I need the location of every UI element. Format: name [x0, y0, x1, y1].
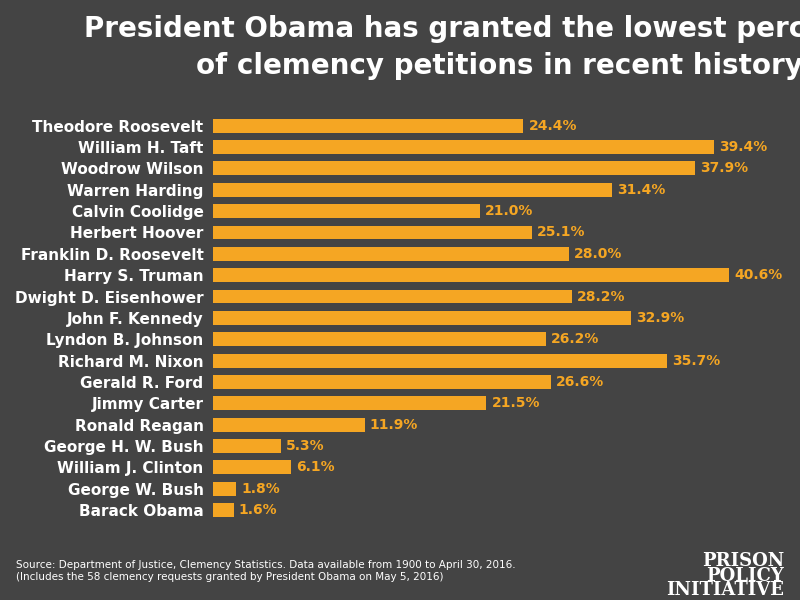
Text: POLICY: POLICY [706, 567, 784, 585]
Bar [214, 247, 569, 261]
Text: 21.0%: 21.0% [485, 204, 534, 218]
Text: 28.0%: 28.0% [574, 247, 622, 261]
Bar [214, 140, 714, 154]
Text: 1.6%: 1.6% [238, 503, 278, 517]
Text: 6.1%: 6.1% [296, 460, 334, 475]
Bar [214, 439, 281, 453]
Bar [214, 268, 729, 282]
Bar [214, 290, 571, 304]
Text: 28.2%: 28.2% [577, 290, 625, 304]
Text: 11.9%: 11.9% [370, 418, 418, 431]
Bar [214, 161, 695, 175]
Title: President Obama has granted the lowest percentage
of clemency petitions in recen: President Obama has granted the lowest p… [84, 15, 800, 80]
Bar [214, 183, 612, 197]
Bar [214, 204, 480, 218]
Bar [214, 460, 291, 475]
Text: Source: Department of Justice, Clemency Statistics. Data available from 1900 to : Source: Department of Justice, Clemency … [16, 560, 516, 582]
Bar [214, 418, 365, 431]
Bar [214, 353, 667, 368]
Text: 25.1%: 25.1% [538, 226, 586, 239]
Bar [214, 332, 546, 346]
Text: 21.5%: 21.5% [491, 397, 540, 410]
Text: 32.9%: 32.9% [636, 311, 685, 325]
Text: 40.6%: 40.6% [734, 268, 782, 282]
Text: 1.8%: 1.8% [242, 482, 280, 496]
Text: 26.2%: 26.2% [551, 332, 600, 346]
Bar [214, 375, 551, 389]
Text: PRISON: PRISON [702, 552, 784, 570]
Bar [214, 503, 234, 517]
Text: 24.4%: 24.4% [528, 119, 577, 133]
Text: 37.9%: 37.9% [700, 161, 748, 175]
Bar [214, 311, 631, 325]
Text: 35.7%: 35.7% [672, 353, 720, 368]
Text: 39.4%: 39.4% [719, 140, 767, 154]
Text: 5.3%: 5.3% [286, 439, 324, 453]
Bar [214, 482, 236, 496]
Bar [214, 226, 532, 239]
Text: 31.4%: 31.4% [618, 183, 666, 197]
Bar [214, 397, 486, 410]
Text: INITIATIVE: INITIATIVE [666, 581, 784, 599]
Text: 26.6%: 26.6% [556, 375, 605, 389]
Bar [214, 119, 523, 133]
